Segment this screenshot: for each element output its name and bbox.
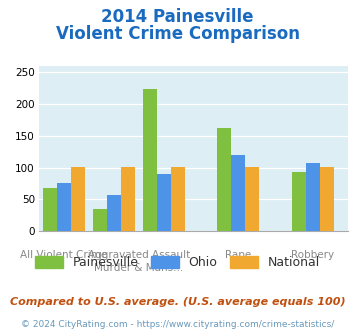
Bar [306, 163, 320, 231]
Bar [217, 128, 231, 231]
Bar [320, 167, 334, 231]
Text: Murder & Mans...: Murder & Mans... [94, 263, 183, 273]
Text: Aggravated Assault: Aggravated Assault [88, 250, 190, 260]
Bar [107, 195, 121, 231]
Text: Compared to U.S. average. (U.S. average equals 100): Compared to U.S. average. (U.S. average … [10, 297, 345, 307]
Bar [157, 174, 170, 231]
Text: All Violent Crime: All Violent Crime [20, 250, 108, 260]
Bar [57, 183, 71, 231]
Text: 2014 Painesville: 2014 Painesville [101, 8, 254, 26]
Bar [93, 209, 107, 231]
Bar [71, 167, 85, 231]
Legend: Painesville, Ohio, National: Painesville, Ohio, National [35, 256, 320, 269]
Bar [143, 89, 157, 231]
Bar [292, 172, 306, 231]
Bar [170, 167, 185, 231]
Text: Robbery: Robbery [291, 250, 335, 260]
Text: Violent Crime Comparison: Violent Crime Comparison [55, 25, 300, 43]
Bar [245, 167, 259, 231]
Bar [43, 188, 57, 231]
Text: © 2024 CityRating.com - https://www.cityrating.com/crime-statistics/: © 2024 CityRating.com - https://www.city… [21, 320, 334, 329]
Bar [121, 167, 135, 231]
Text: Rape: Rape [225, 250, 251, 260]
Bar [231, 155, 245, 231]
